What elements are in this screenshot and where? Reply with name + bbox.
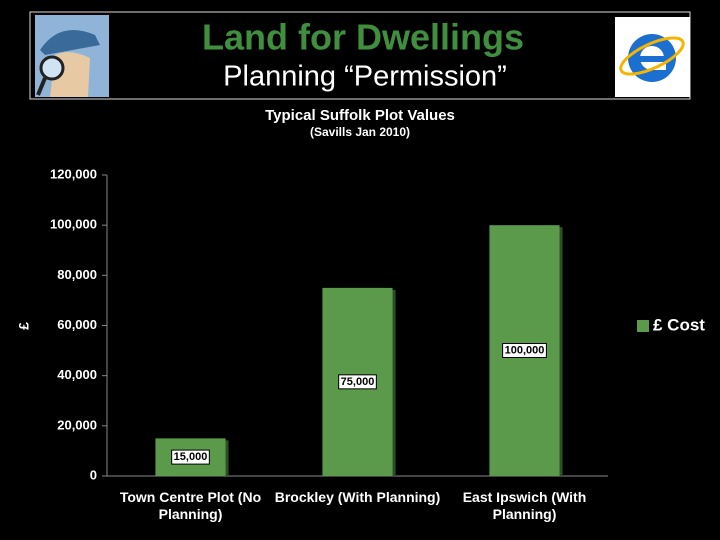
value-label: 100,000	[505, 344, 545, 356]
slide-subtitle: Planning “Permission”	[223, 61, 507, 93]
ie-logo	[615, 17, 690, 97]
legend-swatch	[637, 320, 649, 332]
y-tick-label: 20,000	[57, 417, 97, 432]
chart-title: Typical Suffolk Plot Values	[265, 107, 455, 124]
x-tick-label: Town Centre Plot (No Planning)	[119, 489, 262, 522]
value-label-box	[502, 342, 547, 358]
chart-subtitle: (Savills Jan 2010)	[310, 125, 410, 139]
y-tick-label: 40,000	[57, 367, 97, 382]
x-tick-label: East Ipswich (With Planning)	[462, 489, 587, 522]
slide-title: Land for Dwellings	[202, 17, 524, 58]
legend-label: £ Cost	[653, 315, 705, 334]
header-box	[29, 11, 691, 100]
y-tick-label: 0	[90, 467, 97, 482]
value-label: 15,000	[174, 451, 208, 463]
value-label-box	[338, 374, 377, 390]
y-tick-label: 100,000	[50, 217, 97, 232]
y-tick-label: 60,000	[57, 317, 97, 332]
value-label: 75,000	[341, 376, 375, 388]
y-tick-label: 80,000	[57, 267, 97, 282]
y-axis-label: £	[16, 322, 32, 330]
value-label-box	[171, 449, 210, 465]
detective-icon	[35, 15, 109, 97]
x-tick-label: Brockley (With Planning)	[274, 489, 441, 505]
y-tick-label: 120,000	[50, 166, 97, 181]
